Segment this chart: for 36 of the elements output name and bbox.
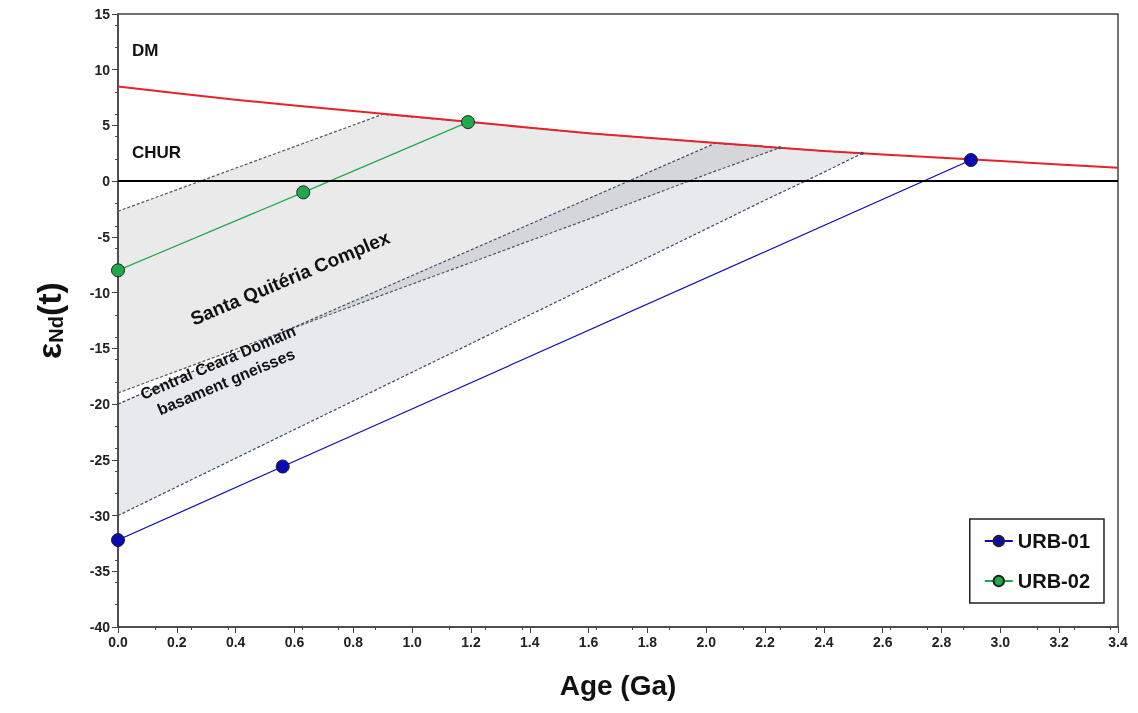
x-tick-label: 3.4 <box>1108 634 1128 650</box>
x-tick-label: 1.4 <box>520 634 540 650</box>
x-tick-label: 0.0 <box>108 634 128 650</box>
y-tick-label: -5 <box>97 228 111 245</box>
y-tick-label: -35 <box>89 563 111 580</box>
x-tick-label: 1.2 <box>461 634 481 650</box>
y-tick-label: -10 <box>89 284 111 301</box>
x-tick-label: 0.2 <box>167 634 187 650</box>
x-tick-label: 2.6 <box>872 634 893 650</box>
x-tick-label: 1.0 <box>402 634 423 650</box>
legend-label: URB-02 <box>1017 570 1091 592</box>
ref-line-label: CHUR <box>132 143 182 163</box>
x-tick-label: 1.6 <box>578 634 599 650</box>
y-tick-label: 0 <box>102 173 111 190</box>
x-tick-label: 3.0 <box>990 634 1011 650</box>
x-tick-label: 0.8 <box>343 634 364 650</box>
y-tick-label: -40 <box>89 619 111 635</box>
legend-label: URB-01 <box>1017 530 1091 552</box>
x-tick-label: 3.2 <box>1049 634 1070 650</box>
x-axis-title: Age (Ga) <box>559 669 677 701</box>
y-tick-label: -30 <box>89 507 111 524</box>
x-tick-label: 2.8 <box>931 634 952 650</box>
y-axis-title: εNd(t) <box>30 282 68 359</box>
y-tick-label: 10 <box>94 61 111 78</box>
x-tick-label: 2.0 <box>696 634 717 650</box>
y-tick-label: -15 <box>89 340 111 357</box>
x-tick-label: 0.4 <box>225 634 246 650</box>
y-tick-label: 15 <box>94 6 111 22</box>
y-tick-label: -25 <box>89 451 111 468</box>
y-tick-label: 5 <box>102 117 111 134</box>
x-tick-label: 2.2 <box>755 634 775 650</box>
x-tick-label: 1.8 <box>637 634 658 650</box>
series-label: DM <box>132 41 159 61</box>
x-tick-label: 0.6 <box>284 634 305 650</box>
y-tick-label: -20 <box>89 396 111 413</box>
x-tick-label: 2.4 <box>814 634 834 650</box>
